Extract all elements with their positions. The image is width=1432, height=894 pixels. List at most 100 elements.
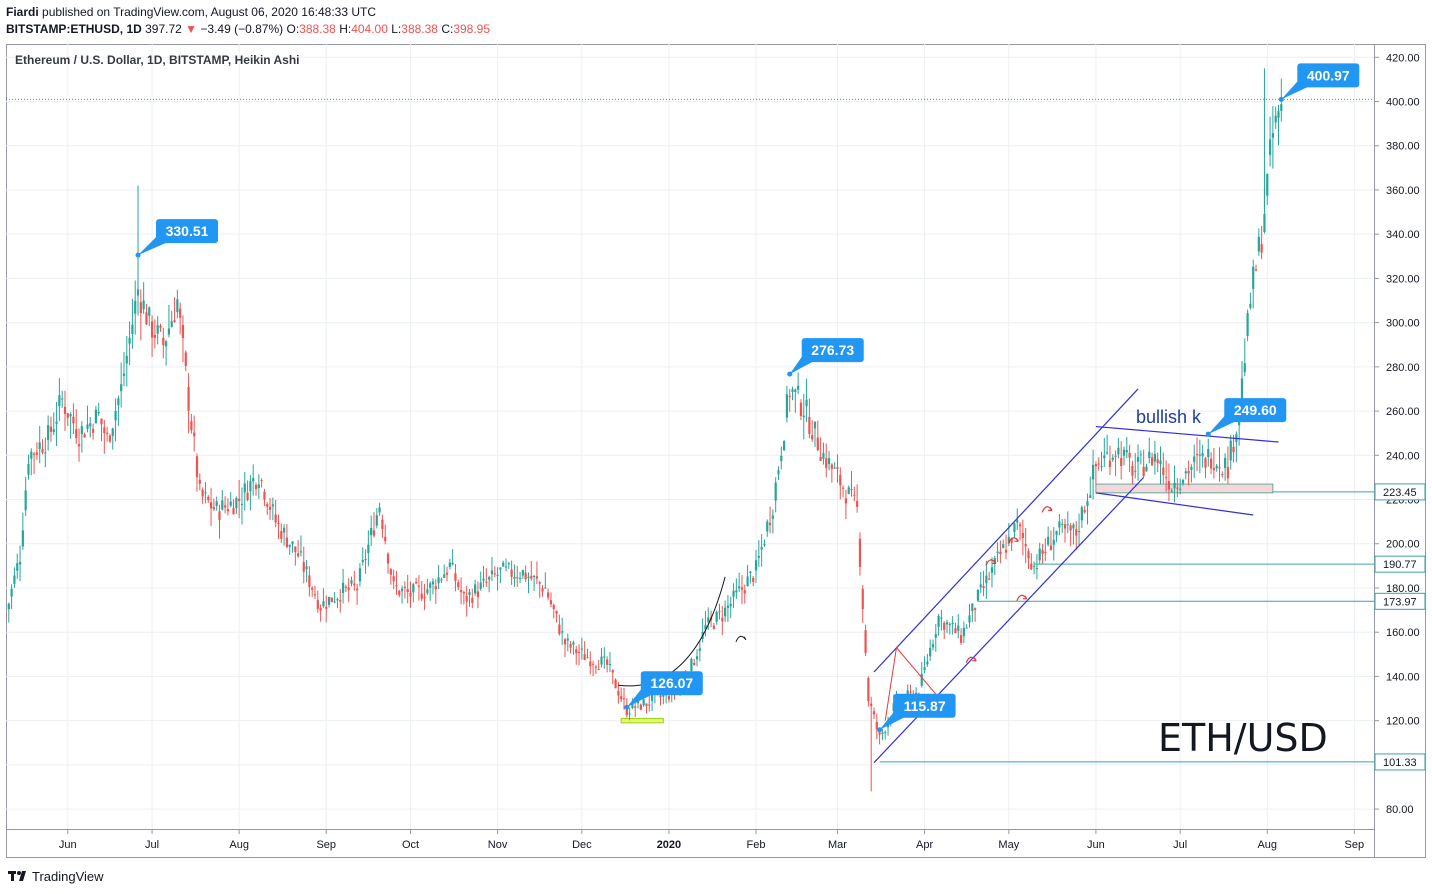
candle-body [591,663,595,665]
candle-body [358,568,362,582]
candle-body [1002,544,1005,549]
candle-body [777,470,780,475]
candle-body [1277,111,1280,118]
candle-body [1209,458,1213,469]
y-tick-label: 340.00 [1386,229,1420,241]
chart-frame[interactable]: 420.00 400.00 380.00 360.00 340.00 320.00 300.… [6,44,1426,858]
candle-body [780,455,783,462]
candle-body [625,706,628,716]
candle-body [920,674,923,686]
candle-body [1193,456,1196,463]
candle-body [954,628,957,634]
candle-body [1268,139,1272,155]
candle-body [490,570,494,575]
black-arrow-annotation [735,635,747,643]
candle-body [622,698,626,700]
candle-body [774,482,777,501]
author-name[interactable]: Fiardi [6,5,39,19]
price-callout: 400.97 [1278,63,1360,102]
candle-body [724,607,727,617]
candle-body [636,700,640,704]
candle-body [69,414,72,417]
x-tick-label: Jun [1087,839,1105,851]
candle-body [875,721,878,730]
footer-brand[interactable]: TradingView [32,868,104,884]
candle-body [594,666,597,668]
candle-body [555,610,558,614]
candle-body [611,669,614,673]
candle-body [386,553,390,564]
candle-body [325,606,328,609]
candle-body [459,590,463,593]
candle-body [207,496,210,501]
candle-body [1232,446,1235,453]
candle-body [27,464,30,475]
candle-body [583,654,586,660]
candle-body [297,553,300,557]
candle-body [715,611,718,622]
candle-body [1072,524,1075,529]
candle-body [277,523,280,525]
candle-body [1266,173,1269,196]
candle-body [1089,495,1092,499]
last-price: 397.72 [145,22,182,36]
candle-body [336,599,339,601]
candle-body [316,600,319,609]
candle-body [549,600,553,605]
candle-body [1038,548,1041,561]
flag-lower-line [1095,492,1254,516]
candle-body [341,582,345,594]
candle-body [749,571,752,574]
candle-body [813,421,817,429]
candle-body [440,579,443,581]
candle-body [1179,488,1182,490]
candle-body [1052,539,1055,545]
candle-body [943,622,946,630]
price-label: 173.97 [1383,596,1417,608]
callout-label: 330.51 [166,223,209,239]
price-chart[interactable]: 420.00 400.00 380.00 360.00 340.00 320.00 300.… [6,44,1426,858]
candle-body [392,576,395,582]
candle-body [732,590,735,597]
y-tick-label: 320.00 [1386,273,1420,285]
y-tick-label: 140.00 [1386,671,1420,683]
candle-body [215,501,218,507]
candle-body [631,702,634,709]
candle-body [496,574,499,576]
candle-body [1204,458,1207,468]
candle-body [221,500,224,510]
candle-body [299,551,303,553]
candle-body [510,569,513,577]
candle-body [763,544,766,546]
candle-body [797,385,800,390]
candle-body [532,575,536,577]
candle-body [1243,363,1246,373]
candle-body [1004,549,1008,553]
candle-body [254,484,258,490]
candle-body [825,458,828,468]
candle-body [356,588,359,591]
candle-body [976,589,980,601]
x-tick-label: Jul [145,839,159,851]
candle-body [423,596,426,598]
candle-body [844,498,848,504]
candle-body [541,588,544,592]
candle-body [120,384,123,392]
x-tick-label: Sep [1345,839,1365,851]
x-tick-label: Mar [828,839,847,851]
candle-body [32,453,36,455]
candle-body [150,321,154,338]
candle-body [788,395,791,397]
support-zone [1095,483,1274,494]
candle-body [735,590,738,593]
candle-body [485,581,488,583]
candle-body [322,601,325,607]
candle-body [21,530,24,547]
candle-body [308,575,311,587]
candle-body [1201,453,1204,457]
candle-body [148,307,151,316]
candle-body [760,546,763,550]
candle-body [923,667,926,670]
candle-body [44,452,47,454]
candle-body [878,732,881,735]
